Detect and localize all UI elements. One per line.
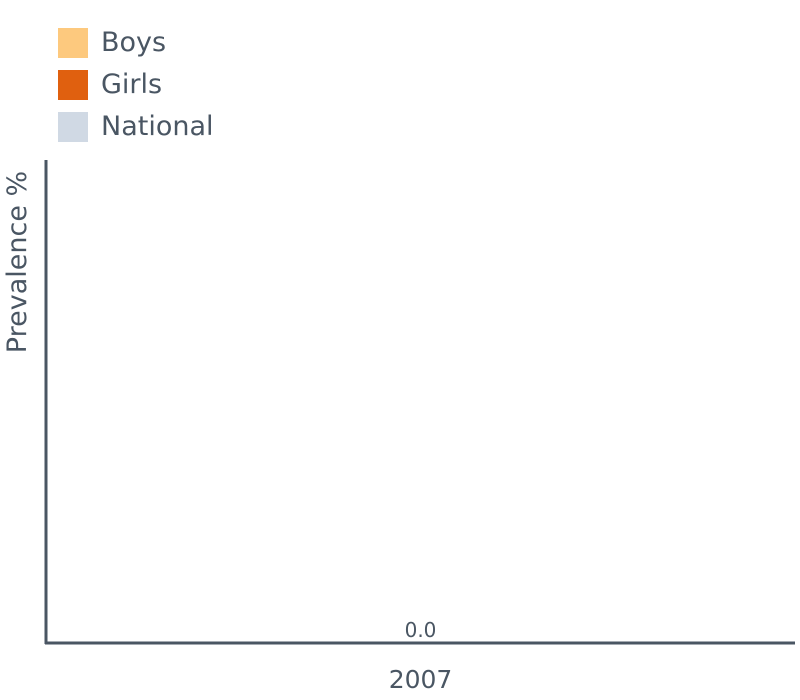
x-tick-label: 2007 [389,665,453,694]
legend-label-national: National [101,111,214,142]
legend-swatch-boys [58,28,88,58]
bar-value-label: 0.0 [405,618,437,642]
legend-label-boys: Boys [101,27,167,58]
legend: Boys Girls National [58,22,214,148]
legend-label-girls: Girls [101,69,163,100]
x-tick-labels: 2007 [389,665,453,694]
legend-swatch-national [58,112,88,142]
data-labels: 0.0 [405,618,437,642]
y-axis-label: Prevalence % [2,171,33,353]
legend-item-girls[interactable]: Girls [58,64,214,106]
legend-item-boys[interactable]: Boys [58,22,214,64]
legend-swatch-girls [58,70,88,100]
legend-item-national[interactable]: National [58,106,214,148]
